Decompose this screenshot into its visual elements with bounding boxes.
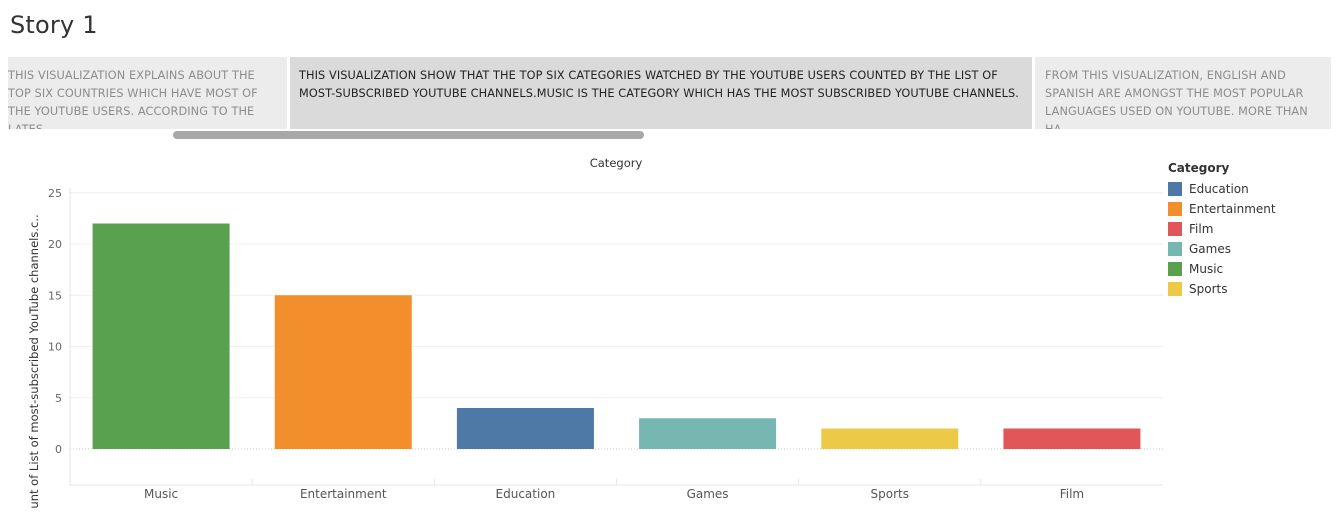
y-axis-title: Count of List of most-subscribed YouTube… <box>27 214 41 508</box>
x-category-label: Music <box>144 487 178 501</box>
story-navigator: THIS VISUALIZATION EXPLAINS ABOUT THE TO… <box>8 57 1331 129</box>
legend-swatch <box>1168 282 1182 296</box>
chart-title: Category <box>590 156 643 170</box>
y-tick-label: 20 <box>48 238 62 251</box>
story-point-1[interactable]: THIS VISUALIZATION EXPLAINS ABOUT THE TO… <box>8 57 287 129</box>
y-tick-label: 5 <box>55 392 62 405</box>
bar-education[interactable] <box>456 408 594 449</box>
story-point-3[interactable]: FROM THIS VISUALIZATION, ENGLISH AND SPA… <box>1035 57 1331 129</box>
bar-sports[interactable] <box>821 428 959 450</box>
x-category-label: Film <box>1060 487 1084 501</box>
legend-item-education[interactable]: Education <box>1168 179 1333 199</box>
legend-item-music[interactable]: Music <box>1168 259 1333 279</box>
story-title: Story 1 <box>10 11 98 39</box>
y-tick-label: 10 <box>48 341 62 354</box>
legend-swatch <box>1168 202 1182 216</box>
bar-entertainment[interactable] <box>274 295 412 449</box>
legend-item-entertainment[interactable]: Entertainment <box>1168 199 1333 219</box>
x-category-label: Entertainment <box>300 487 387 501</box>
legend-label: Entertainment <box>1189 202 1276 216</box>
bars <box>92 223 1141 450</box>
legend-swatch <box>1168 262 1182 276</box>
legend-title: Category <box>1168 161 1230 175</box>
x-category-label: Sports <box>871 487 909 501</box>
y-tick-label: 0 <box>55 443 62 456</box>
legend-item-sports[interactable]: Sports <box>1168 279 1333 299</box>
legend-swatch <box>1168 182 1182 196</box>
x-category-label: Games <box>687 487 729 501</box>
bar-chart: Category 0 5 10 15 20 25 Music Entertainment Ed… <box>27 156 1163 508</box>
bar-music[interactable] <box>92 223 230 450</box>
bar-games[interactable] <box>639 418 777 449</box>
legend-label: Film <box>1189 222 1214 236</box>
bar-film[interactable] <box>1003 428 1141 450</box>
legend-swatch <box>1168 222 1182 236</box>
legend-label: Music <box>1189 262 1224 276</box>
x-category-label: Education <box>496 487 556 501</box>
legend-item-games[interactable]: Games <box>1168 239 1333 259</box>
legend-item-film[interactable]: Film <box>1168 219 1333 239</box>
y-axis-ticks: 0 5 10 15 20 25 <box>48 187 62 456</box>
grid-lines <box>69 188 1163 486</box>
legend-swatch <box>1168 242 1182 256</box>
y-tick-label: 25 <box>48 187 62 200</box>
legend-label: Education <box>1189 182 1249 196</box>
story-point-2-selected[interactable]: THIS VISUALIZATION SHOW THAT THE TOP SIX… <box>290 57 1032 129</box>
navigator-scrollbar[interactable] <box>173 131 644 139</box>
legend-label: Games <box>1189 242 1231 256</box>
x-axis-categories: Music Entertainment Education Games Sports Fi… <box>144 487 1084 501</box>
color-legend: Category Education Entertainment Film Games… <box>1168 161 1333 299</box>
legend-label: Sports <box>1189 282 1228 296</box>
y-tick-label: 15 <box>48 289 62 302</box>
